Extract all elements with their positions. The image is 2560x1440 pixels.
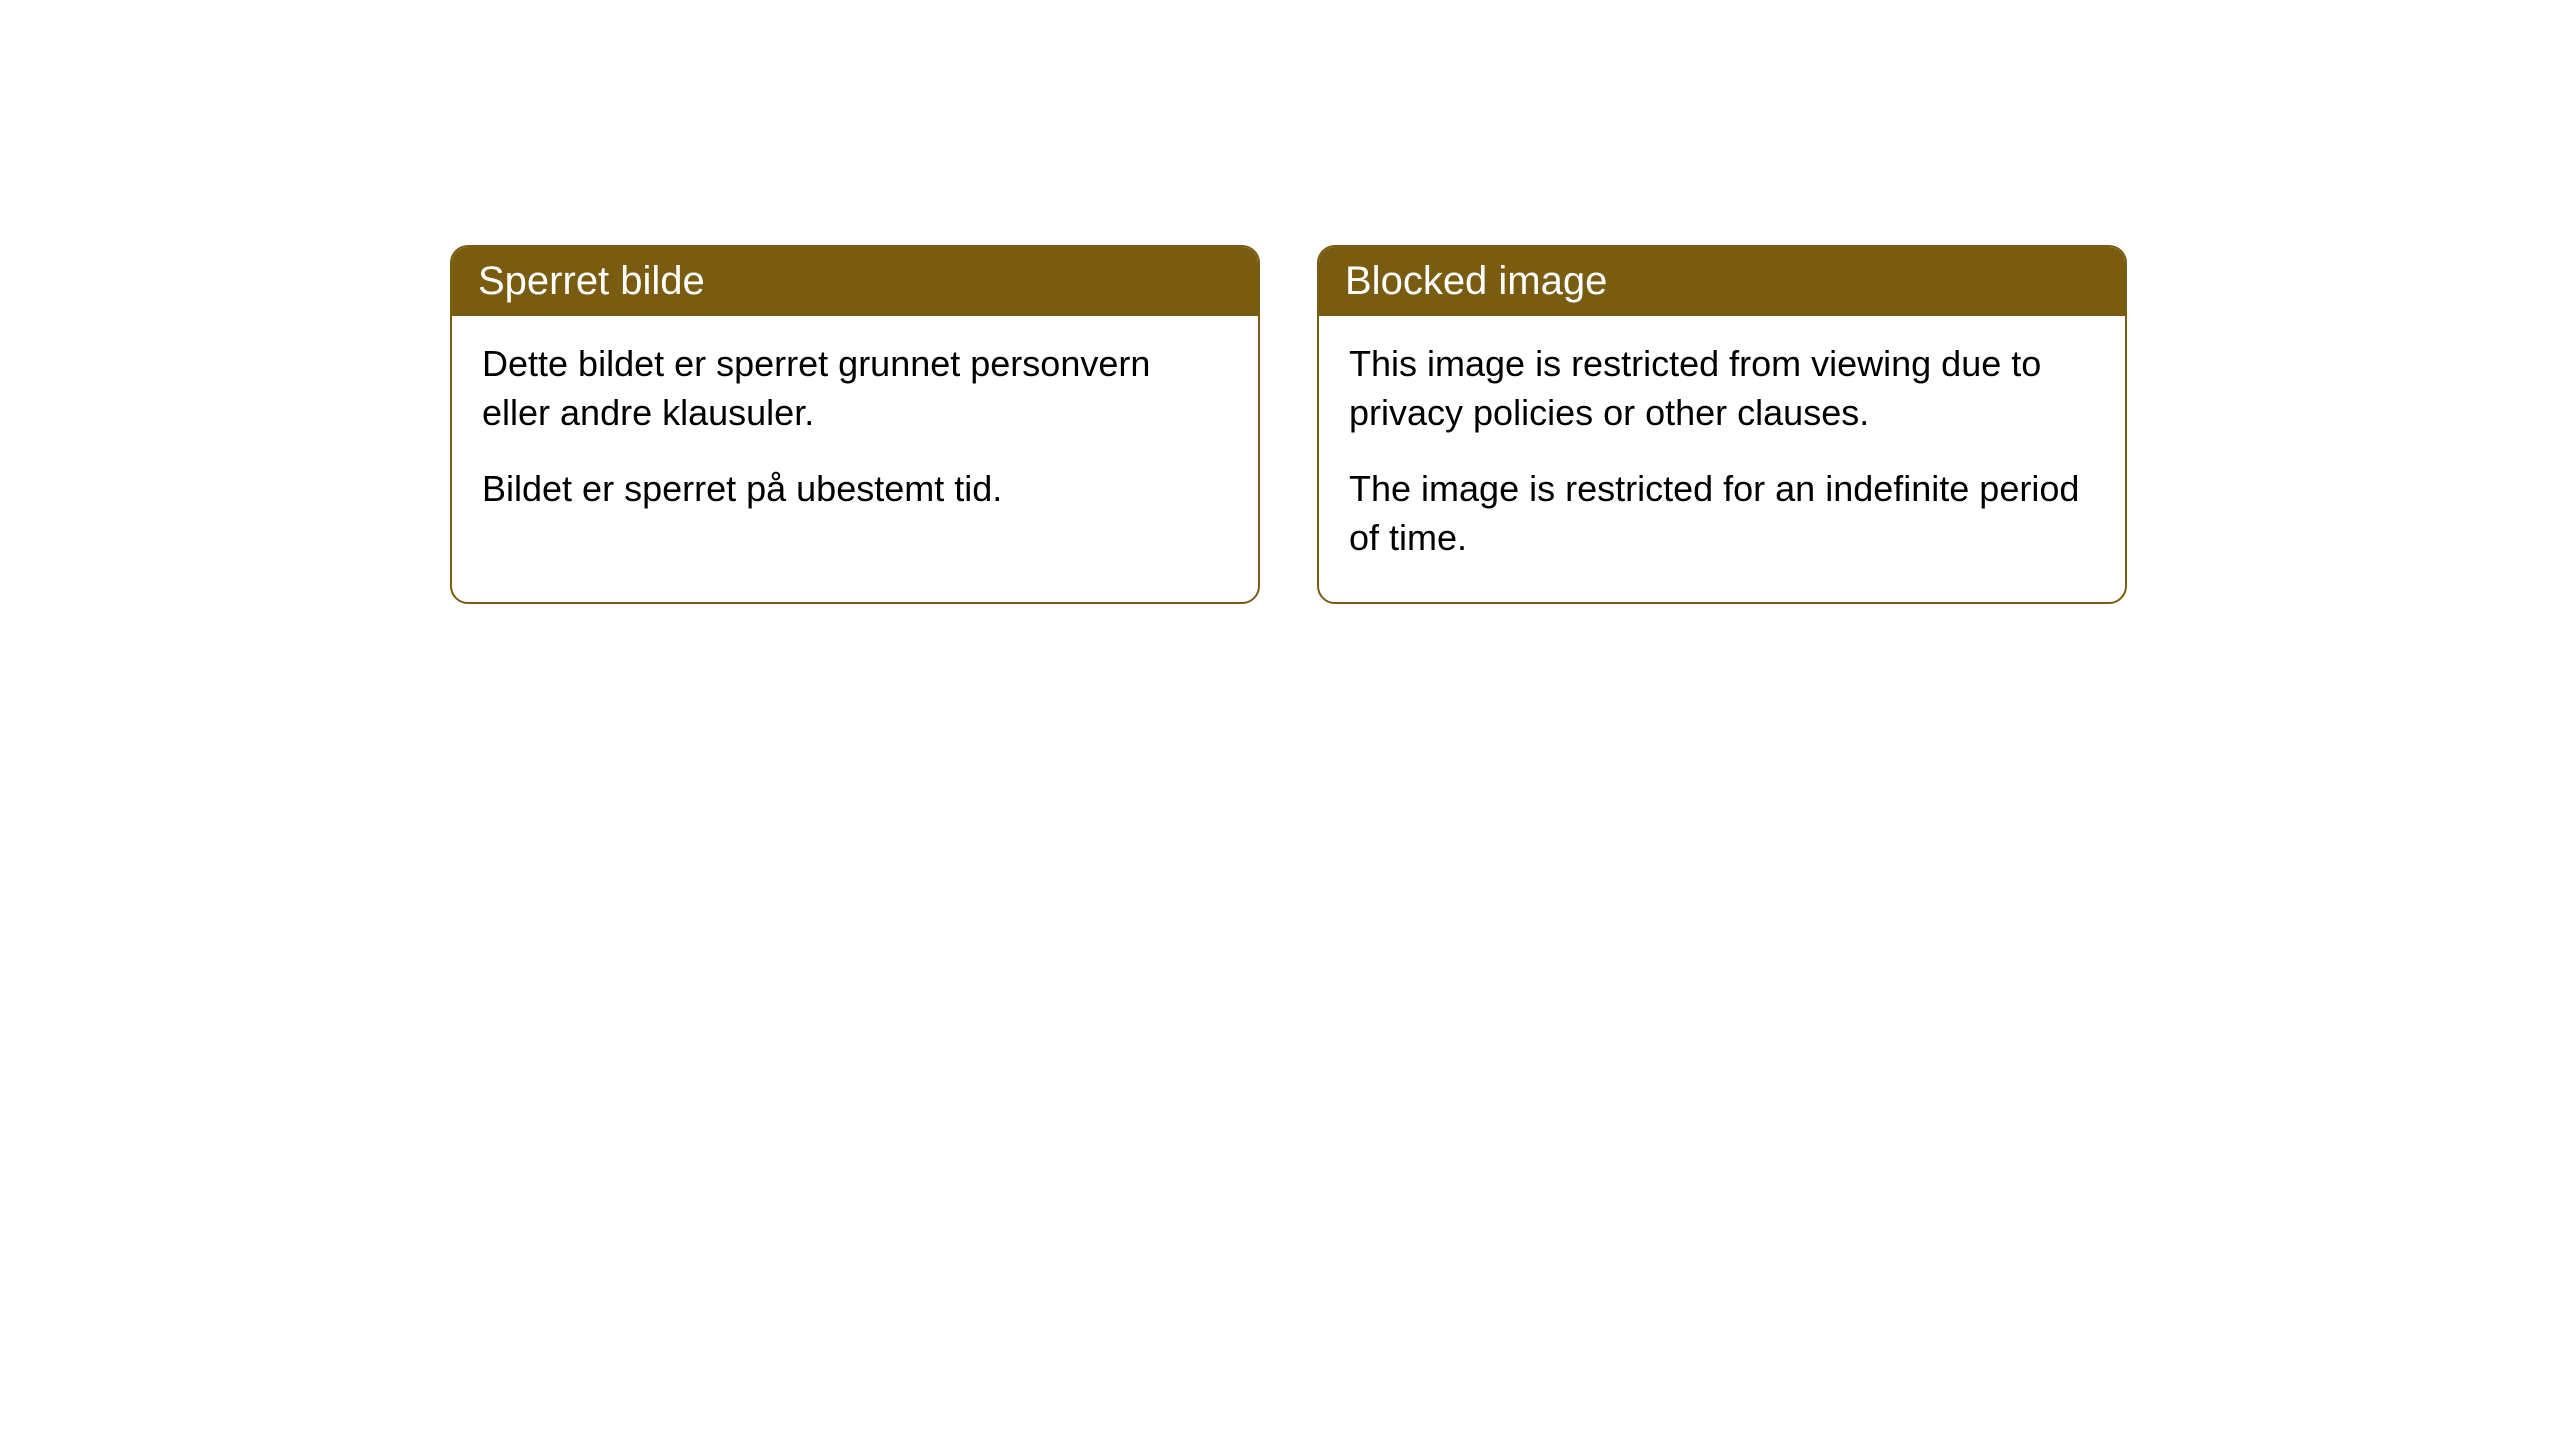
- card-header-english: Blocked image: [1319, 247, 2125, 316]
- card-header-norwegian: Sperret bilde: [452, 247, 1258, 316]
- card-paragraph-2-english: The image is restricted for an indefinit…: [1349, 465, 2095, 562]
- card-body-english: This image is restricted from viewing du…: [1319, 316, 2125, 602]
- card-title-english: Blocked image: [1345, 259, 1607, 303]
- card-paragraph-1-norwegian: Dette bildet er sperret grunnet personve…: [482, 340, 1228, 437]
- card-title-norwegian: Sperret bilde: [478, 259, 705, 303]
- blocked-image-card-english: Blocked image This image is restricted f…: [1317, 245, 2127, 604]
- card-paragraph-2-norwegian: Bildet er sperret på ubestemt tid.: [482, 465, 1228, 514]
- card-paragraph-1-english: This image is restricted from viewing du…: [1349, 340, 2095, 437]
- blocked-image-card-norwegian: Sperret bilde Dette bildet er sperret gr…: [450, 245, 1260, 604]
- notice-cards-container: Sperret bilde Dette bildet er sperret gr…: [450, 245, 2127, 604]
- card-body-norwegian: Dette bildet er sperret grunnet personve…: [452, 316, 1258, 554]
